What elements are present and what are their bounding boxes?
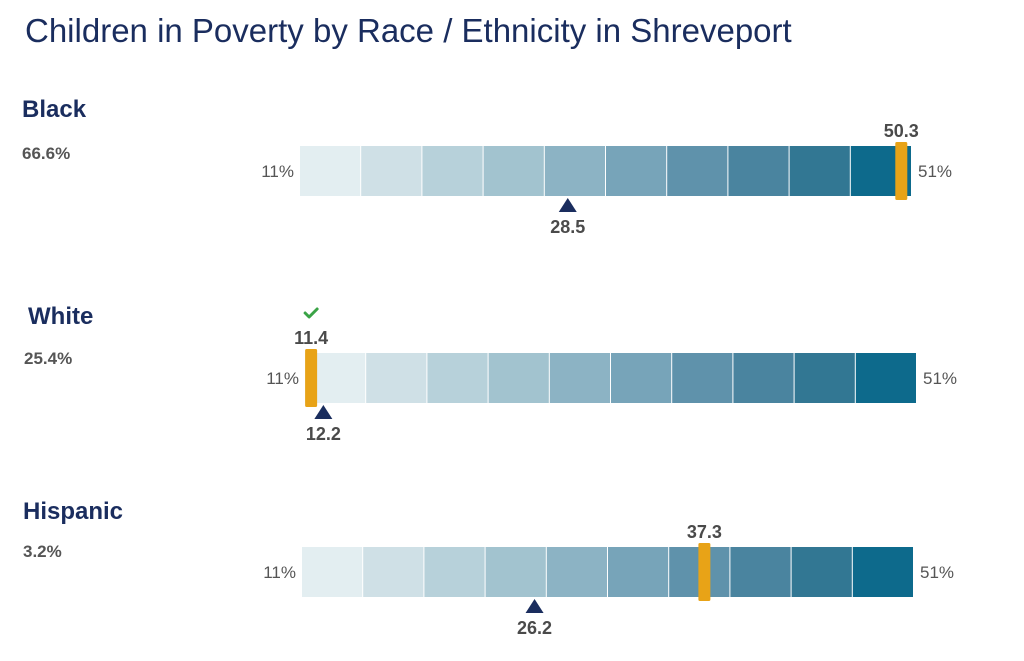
- gauge-segment-black-5: [544, 146, 605, 196]
- gauge-segment-black-4: [483, 146, 544, 196]
- gauge-segment-black-9: [789, 146, 850, 196]
- value-marker-hispanic: [698, 543, 711, 601]
- gauge-segment-black-8: [728, 146, 789, 196]
- gauge-segment-white-10: [855, 353, 916, 403]
- range-min-label-black: 11%: [261, 162, 294, 181]
- gauge-segment-white-5: [549, 353, 610, 403]
- value-label-white: 11.4: [294, 328, 328, 348]
- gauge-segment-white-2: [366, 353, 427, 403]
- gauge-segment-hispanic-4: [485, 547, 546, 597]
- gauge-segment-black-7: [667, 146, 728, 196]
- gauge-segment-hispanic-3: [424, 547, 485, 597]
- gauge-segment-black-1: [300, 146, 361, 196]
- value-marker-white: [305, 349, 318, 407]
- check-icon: [303, 307, 319, 319]
- benchmark-label-black: 28.5: [550, 217, 585, 237]
- gauge-segment-white-6: [611, 353, 672, 403]
- group-share-black: 66.6%: [22, 144, 71, 163]
- gauge-segment-hispanic-10: [852, 547, 913, 597]
- gauge-segment-white-8: [733, 353, 794, 403]
- benchmark-label-hispanic: 26.2: [517, 618, 552, 638]
- gauge-segment-white-7: [672, 353, 733, 403]
- benchmark-label-white: 12.2: [306, 424, 341, 444]
- range-max-label-black: 51%: [918, 162, 952, 181]
- gauge-segment-white-4: [488, 353, 549, 403]
- gauge-segment-black-3: [422, 146, 483, 196]
- range-max-label-white: 51%: [923, 369, 957, 388]
- chart-title: Children in Poverty by Race / Ethnicity …: [25, 12, 792, 49]
- group-name-hispanic: Hispanic: [23, 498, 124, 525]
- benchmark-marker-white: [314, 405, 333, 419]
- gauge-segment-hispanic-5: [546, 547, 607, 597]
- gauge-segment-hispanic-6: [608, 547, 669, 597]
- benchmark-marker-black: [558, 198, 577, 212]
- gauge-segment-black-6: [606, 146, 667, 196]
- range-min-label-white: 11%: [266, 369, 299, 388]
- value-label-hispanic: 37.3: [687, 522, 722, 542]
- gauge-segment-black-2: [361, 146, 422, 196]
- value-marker-black: [895, 142, 908, 200]
- range-max-label-hispanic: 51%: [920, 563, 954, 582]
- group-share-white: 25.4%: [24, 349, 73, 368]
- gauge-segment-hispanic-9: [791, 547, 852, 597]
- gauge-segment-white-3: [427, 353, 488, 403]
- benchmark-marker-hispanic: [525, 599, 544, 613]
- gauge-segment-white-9: [794, 353, 855, 403]
- gauge-segment-hispanic-8: [730, 547, 791, 597]
- group-name-white: White: [28, 303, 94, 330]
- gauge-segment-hispanic-1: [302, 547, 363, 597]
- group-share-hispanic: 3.2%: [23, 542, 62, 561]
- group-name-black: Black: [22, 96, 87, 123]
- gauge-segment-hispanic-2: [363, 547, 424, 597]
- value-label-black: 50.3: [884, 121, 919, 141]
- range-min-label-hispanic: 11%: [263, 563, 296, 582]
